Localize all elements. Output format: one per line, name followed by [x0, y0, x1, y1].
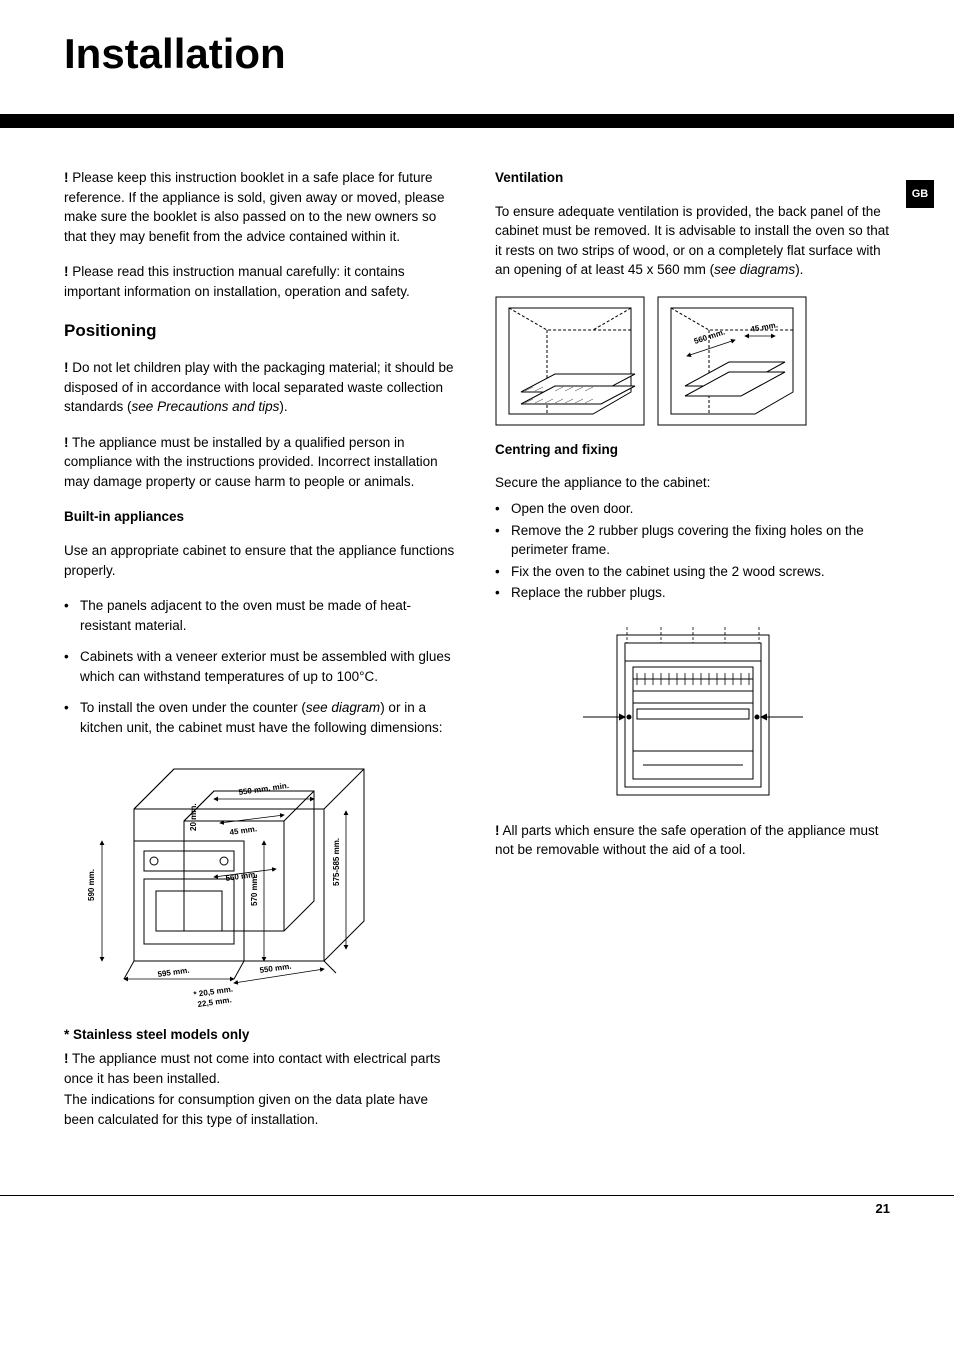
svg-text:575-585 mm.: 575-585 mm. [332, 838, 341, 886]
svg-text:590 mm.: 590 mm. [87, 869, 96, 901]
centring-heading: Centring and fixing [495, 440, 890, 460]
ventilation-diagrams: 560 mm. 45 mm. [495, 296, 890, 426]
svg-text:20 mm.: 20 mm. [189, 804, 198, 832]
positioning-heading: Positioning [64, 319, 459, 344]
header-bar [0, 114, 954, 128]
bullet-2: Cabinets with a veneer exterior must be … [64, 647, 459, 686]
centring-steps: Open the oven door. Remove the 2 rubber … [495, 499, 890, 603]
svg-text:550 mm. min.: 550 mm. min. [238, 781, 289, 797]
builtin-heading: Built-in appliances [64, 507, 459, 527]
step-3: Fix the oven to the cabinet using the 2 … [495, 562, 890, 582]
builtin-bullets: The panels adjacent to the oven must be … [64, 596, 459, 737]
svg-text:550 mm.: 550 mm. [259, 962, 292, 975]
footer-line [0, 1195, 954, 1196]
language-badge: GB [906, 180, 934, 208]
cabinet-diagram: 590 mm. 570 mm. 20 mm. 575-585 mm. 550 m… [64, 751, 459, 1011]
ventilation-text: To ensure adequate ventilation is provid… [495, 202, 890, 280]
intro-para-2: ! Please read this instruction manual ca… [64, 262, 459, 301]
svg-text:595 mm.: 595 mm. [157, 966, 190, 979]
ventilation-heading: Ventilation [495, 168, 890, 188]
electrical-warning: ! The appliance must not come into conta… [64, 1049, 459, 1088]
right-column: Ventilation To ensure adequate ventilati… [495, 168, 890, 1145]
consumption-note: The indications for consumption given on… [64, 1090, 459, 1129]
step-4: Replace the rubber plugs. [495, 583, 890, 603]
safety-warning: ! All parts which ensure the safe operat… [495, 821, 890, 860]
bullet-1: The panels adjacent to the oven must be … [64, 596, 459, 635]
page-title: Installation [64, 30, 890, 78]
oven-front-diagram [495, 617, 890, 807]
svg-text:45 mm.: 45 mm. [750, 320, 779, 334]
page-number: 21 [876, 1201, 890, 1216]
stainless-note: * Stainless steel models only [64, 1025, 459, 1045]
intro-para-1: ! Please keep this instruction booklet i… [64, 168, 459, 246]
step-2: Remove the 2 rubber plugs covering the f… [495, 521, 890, 560]
centring-intro: Secure the appliance to the cabinet: [495, 473, 890, 493]
left-column: ! Please keep this instruction booklet i… [64, 168, 459, 1145]
step-1: Open the oven door. [495, 499, 890, 519]
builtin-intro: Use an appropriate cabinet to ensure tha… [64, 541, 459, 580]
positioning-p2: ! The appliance must be installed by a q… [64, 433, 459, 492]
positioning-p1: ! Do not let children play with the pack… [64, 358, 459, 417]
bullet-3: To install the oven under the counter (s… [64, 698, 459, 737]
svg-text:45 mm.: 45 mm. [229, 825, 258, 838]
